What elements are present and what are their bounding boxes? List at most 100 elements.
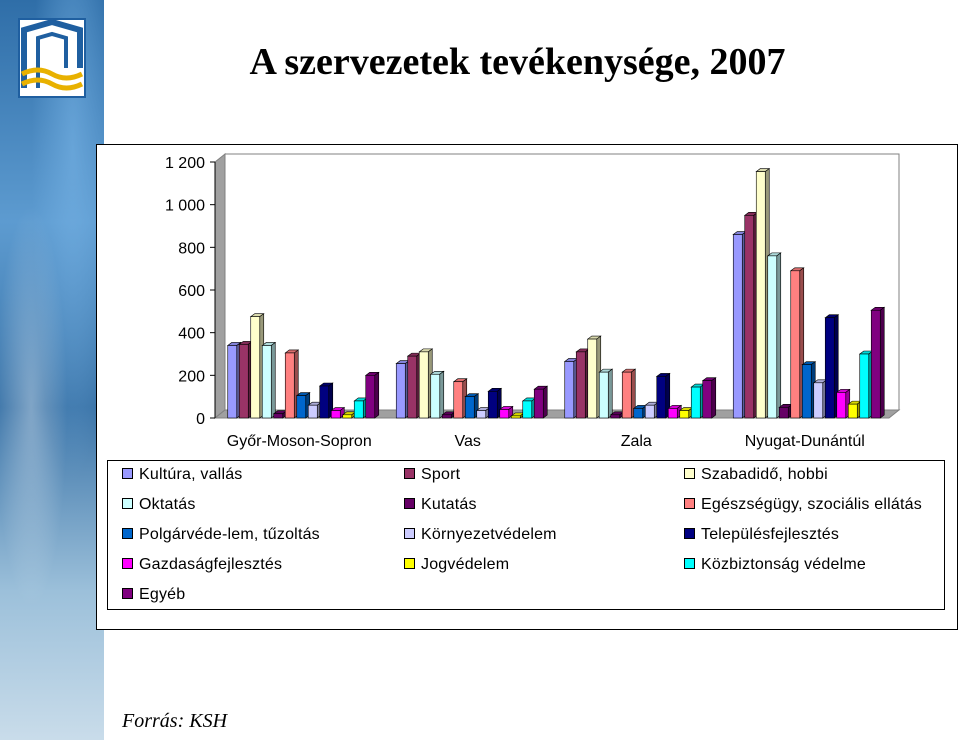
bar [587,338,598,419]
bar [702,380,713,419]
bar-side [439,370,445,419]
legend-item: Kutatás [404,496,477,514]
legend-swatch [684,498,695,509]
bar [307,404,318,419]
legend-item: Oktatás [122,496,196,514]
bar [453,381,464,419]
bar [644,404,655,419]
bar [755,171,766,419]
bar [801,364,812,419]
y-tick-label: 200 [178,368,205,385]
y-tick-label: 400 [178,326,205,343]
y-tick-label: 0 [196,411,205,428]
bar [656,376,667,419]
legend-label: Jogvédelem [421,556,510,573]
legend-label: Egyéb [139,586,186,603]
bar [464,396,475,419]
legend-item: Kultúra, vallás [122,466,243,484]
bar [407,355,418,419]
bar [870,309,881,419]
legend-swatch [404,558,415,569]
bar [598,371,609,419]
bar [824,317,835,419]
legend-label: Szabadidő, hobbi [701,466,828,483]
bar [238,344,249,419]
bar [441,414,452,419]
legend-swatch [404,468,415,479]
bar [250,316,261,419]
bar [732,234,743,419]
bar [227,345,238,419]
bar-side [879,306,885,419]
y-tick-label: 1 000 [165,198,205,215]
bar [330,410,341,419]
legend-item: Gazdaságfejlesztés [122,556,282,574]
bar [430,373,441,419]
legend-label: Településfejlesztés [701,526,840,543]
bar-side [374,371,380,419]
legend-label: Kultúra, vallás [139,466,243,483]
bar [476,410,487,419]
legend-swatch [404,498,415,509]
legend-label: Közbiztonság védelme [701,556,866,573]
bar [353,400,364,419]
legend-swatch [122,468,133,479]
bar [296,395,307,419]
x-tick-label: Zala [621,433,652,450]
bar [767,255,778,419]
bar [813,382,824,419]
bar [418,351,429,419]
y-tick-label: 800 [178,240,205,257]
source-note: Forrás: KSH [122,710,228,732]
legend-item: Jogvédelem [404,556,509,574]
bar [621,371,632,419]
x-tick-label: Győr-Moson-Sopron [227,433,372,450]
bar [744,215,755,419]
bar [564,361,575,419]
legend-item: Sport [404,466,460,484]
bar [610,414,621,419]
bar [342,414,353,419]
bar [690,386,701,419]
legend-label: Polgárvéde-lem, tűzoltás [139,526,320,543]
legend-swatch [122,498,133,509]
bar [395,363,406,419]
bar [633,408,644,419]
plot-side-wall [214,152,226,420]
chart-container: 0 200 400 600 800 1 000 1 200 Győr-Moson-Sopron… [96,144,958,630]
bar-side [711,377,717,419]
legend-label: Sport [421,466,461,483]
bar [533,388,544,419]
legend-swatch [684,528,695,539]
bar [319,385,330,419]
legend-swatch [122,558,133,569]
bar [284,352,295,419]
bar [679,410,690,419]
legend-swatch [684,558,695,569]
legend-item: Egyéb [122,586,185,604]
bar [778,407,789,419]
y-tick-label: 600 [178,283,205,300]
bar [836,392,847,419]
legend-item: Településfejlesztés [684,526,839,544]
bar-chart: 0 200 400 600 800 1 000 1 200 Győr-Moson-Sopron… [165,152,901,450]
bar [790,270,801,419]
legend-swatch [122,528,133,539]
bar [499,409,510,419]
decorative-side-strip [0,0,104,740]
bar [847,403,858,419]
legend-item: Környezetvédelem [404,526,557,544]
legend-item: Egészségügy, szociális ellátás [684,496,922,514]
legend-item: Közbiztonság védelme [684,556,866,574]
bar-side [607,368,613,419]
bar [365,375,376,419]
bar [575,351,586,419]
legend-label: Oktatás [139,496,196,513]
bar-side [542,385,548,419]
bar [487,391,498,419]
legend-swatch [404,528,415,539]
legend-item: Szabadidő, hobbi [684,466,828,484]
legend-label: Egészségügy, szociális ellátás [701,496,922,513]
legend-swatch [684,468,695,479]
x-tick-label: Vas [455,433,481,450]
